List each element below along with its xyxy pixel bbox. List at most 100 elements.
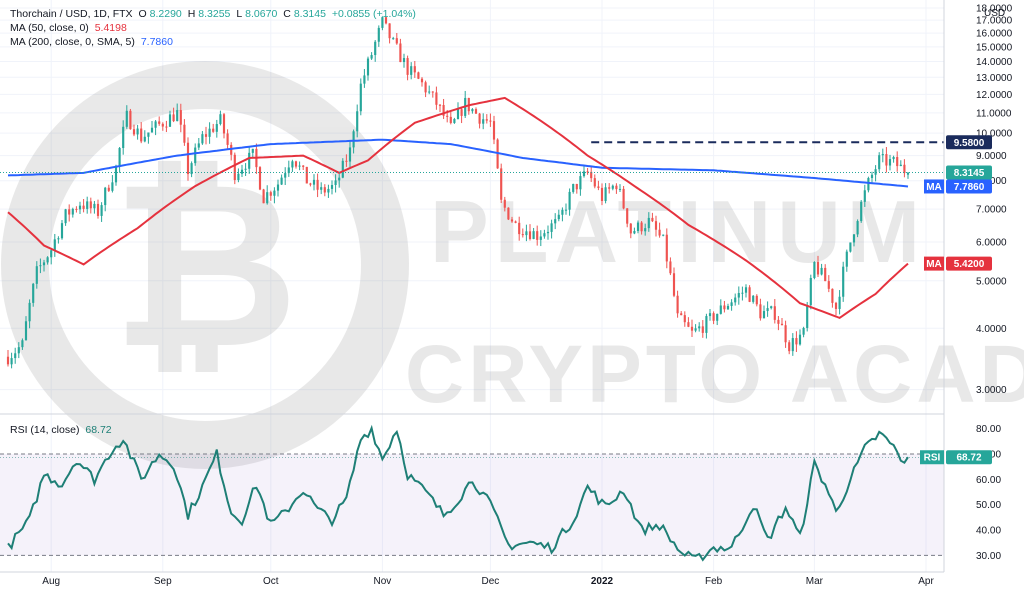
candle-body xyxy=(424,82,427,93)
time-tick-label: Dec xyxy=(482,576,500,587)
time-tick-label: Feb xyxy=(705,576,723,587)
indicator-lines xyxy=(0,96,944,562)
candle-body xyxy=(284,173,287,178)
candle-body xyxy=(50,250,53,258)
candle-body xyxy=(575,183,578,190)
candle-body xyxy=(528,231,532,239)
legend-ma50: MA (50, close, 0) 5.4198 xyxy=(10,22,130,34)
candle-body xyxy=(165,126,168,128)
price-tick-label: 3.0000 xyxy=(976,385,1007,396)
candle-body xyxy=(824,267,827,282)
candle-body xyxy=(248,152,251,169)
legend-rsi: RSI (14, close) 68.72 xyxy=(10,424,115,436)
candle-body xyxy=(755,295,758,305)
candle-body xyxy=(10,358,13,365)
candle-body xyxy=(618,188,622,190)
time-tick-label: Nov xyxy=(374,576,392,587)
candle-body xyxy=(57,238,60,240)
candle-body xyxy=(809,277,812,306)
price-tick-label: 12.0000 xyxy=(976,90,1013,101)
price-tick-label: 6.0000 xyxy=(976,237,1007,248)
candle-body xyxy=(849,242,852,252)
candle-body xyxy=(446,115,449,117)
candle-body xyxy=(312,179,316,185)
candle-body xyxy=(136,128,139,135)
candle-body xyxy=(780,323,784,326)
candle-body xyxy=(842,266,845,297)
candle-body xyxy=(262,189,265,204)
candle-body xyxy=(539,236,542,240)
candle-body xyxy=(456,109,460,120)
candle-body xyxy=(154,121,157,128)
candle-body xyxy=(78,205,82,210)
candle-body xyxy=(402,58,406,63)
candle-body xyxy=(500,168,503,200)
candle-body xyxy=(521,234,524,236)
candle-body xyxy=(838,296,841,309)
candle-body xyxy=(536,231,539,240)
price-tag-value: 8.3145 xyxy=(954,168,985,179)
candle-body xyxy=(258,167,262,190)
candle-body xyxy=(305,166,308,184)
candle-body xyxy=(21,340,24,348)
candle-body xyxy=(788,342,791,352)
candle-body xyxy=(330,185,334,189)
candle-body xyxy=(593,178,596,187)
candle-body xyxy=(759,304,762,319)
candle-body xyxy=(878,155,881,170)
price-tick-label: 17.0000 xyxy=(976,16,1013,27)
candle-body xyxy=(719,305,722,314)
candle-body xyxy=(827,281,830,289)
candle-body xyxy=(863,190,866,202)
candle-body xyxy=(32,283,35,303)
candle-body xyxy=(806,305,809,328)
rsi-tag-value: 68.72 xyxy=(956,453,981,464)
candle-body xyxy=(611,185,614,189)
candle-body xyxy=(6,356,10,365)
candle-body xyxy=(525,231,528,236)
candle-body xyxy=(212,128,215,132)
candle-body xyxy=(395,38,398,44)
candle-body xyxy=(132,129,136,135)
price-tag-box xyxy=(946,179,992,194)
candle-body xyxy=(492,121,496,140)
candle-body xyxy=(734,297,737,303)
candle-body xyxy=(658,229,661,236)
candle-body xyxy=(633,230,636,234)
candle-body xyxy=(150,127,154,133)
candlestick-series xyxy=(6,16,910,369)
candle-body xyxy=(388,23,391,39)
candle-body xyxy=(118,148,121,166)
time-tick-label: Oct xyxy=(263,576,279,587)
candle-body xyxy=(460,109,463,116)
price-tick-label: 7.0000 xyxy=(976,205,1007,216)
candle-body xyxy=(748,287,751,302)
candle-body xyxy=(226,133,229,145)
candle-body xyxy=(28,302,31,322)
candle-body xyxy=(338,177,341,181)
rsi-band xyxy=(0,453,944,556)
candle-body xyxy=(244,168,247,170)
candle-body xyxy=(647,217,650,229)
candle-body xyxy=(410,66,413,75)
legend-ma200-label: MA (200, close, 0, SMA, 5) xyxy=(10,36,135,48)
candle-body xyxy=(892,157,895,160)
rsi-tick-label: 50.00 xyxy=(976,500,1001,511)
candle-body xyxy=(834,302,838,309)
candle-body xyxy=(672,273,676,296)
candle-body xyxy=(341,160,344,178)
candle-body xyxy=(896,157,899,167)
candle-body xyxy=(514,221,517,223)
candle-body xyxy=(125,110,128,127)
candle-body xyxy=(356,111,359,132)
legend-ma50-value: 5.4198 xyxy=(94,22,127,34)
candle-body xyxy=(687,322,690,327)
candle-body xyxy=(161,123,164,127)
candle-body xyxy=(60,223,64,239)
candle-body xyxy=(608,187,611,189)
legend-open: O 8.2290 xyxy=(138,8,182,20)
axes: 3.00004.00005.00006.00007.00008.00009.00… xyxy=(0,0,1013,587)
candle-body xyxy=(831,288,834,303)
candle-body xyxy=(550,223,553,232)
candle-body xyxy=(204,134,208,137)
